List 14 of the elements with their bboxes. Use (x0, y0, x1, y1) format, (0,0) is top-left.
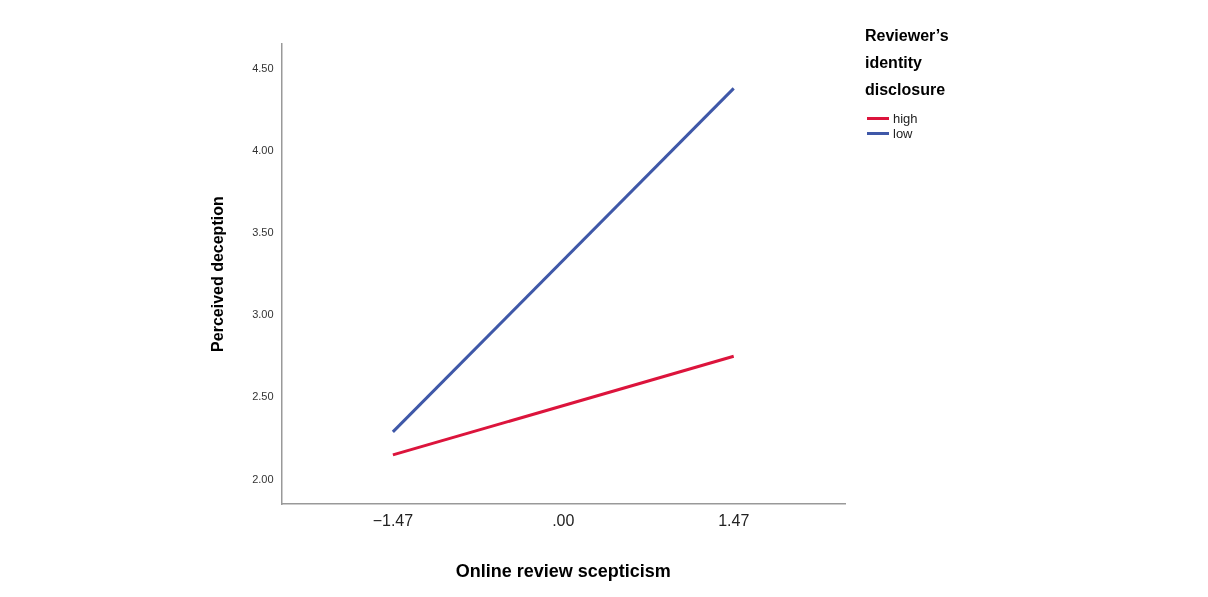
legend-title: Reviewer’s identity disclosure (865, 26, 950, 100)
x-tick-label: −1.47 (372, 512, 414, 530)
y-tick-label: 3.50 (252, 226, 274, 239)
x-tick-label: 1.47 (718, 512, 750, 530)
y-tick-label: 3.00 (252, 308, 274, 321)
x-tick-label: .00 (552, 512, 575, 530)
y-tick-label: 2.00 (252, 472, 274, 485)
y-tick-label: 2.50 (252, 390, 274, 403)
y-tick-label: 4.50 (252, 61, 274, 74)
legend-label: low (893, 126, 913, 141)
legend-label: high (893, 111, 918, 126)
y-axis-title: Perceived deception (209, 196, 227, 352)
y-tick-label: 4.00 (252, 143, 274, 156)
x-axis-title: Online review scepticism (455, 561, 671, 582)
